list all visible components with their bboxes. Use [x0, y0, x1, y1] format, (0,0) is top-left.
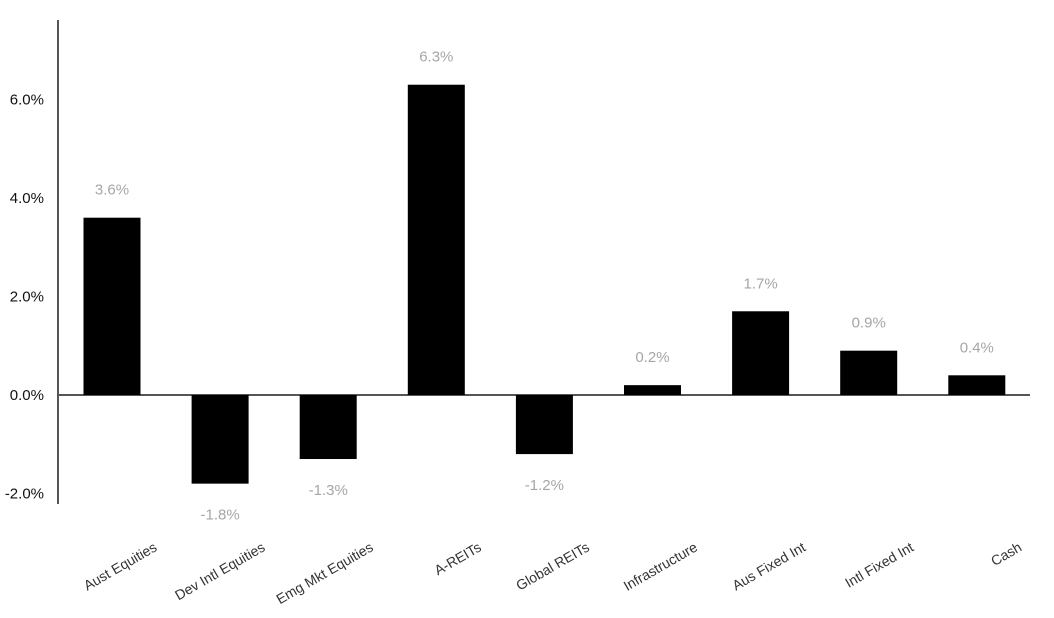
bar-dev-intl-equities	[191, 395, 249, 484]
bar-cash	[948, 375, 1006, 395]
bars	[83, 84, 1006, 484]
bar-emg-mkt-equities	[299, 395, 357, 460]
data-label: 0.2%	[635, 349, 669, 366]
category-label: Cash	[988, 539, 1024, 569]
data-label: 1.7%	[743, 275, 777, 292]
category-label: Infrastructure	[621, 539, 701, 594]
category-label: Intl Fixed Int	[842, 539, 916, 591]
y-tick-label: 0.0%	[10, 387, 44, 404]
y-tick-label: 2.0%	[10, 289, 44, 306]
data-label: 3.6%	[95, 182, 129, 199]
bar-intl-fixed-int	[840, 350, 898, 395]
data-label: 0.9%	[852, 315, 886, 332]
data-labels: 3.6% -1.8% -1.3% 6.3% -1.2% 0.2% 1.7% 0.9% 0.4%	[95, 49, 994, 524]
category-label: A-REITs	[431, 539, 483, 579]
y-tick-label: 6.0%	[10, 92, 44, 109]
category-label: Global REITs	[513, 539, 592, 594]
category-label: Aus Fixed Int	[729, 539, 808, 594]
bar-infrastructure	[624, 385, 681, 395]
data-label: -1.2%	[525, 477, 564, 494]
bar-aust-equities	[83, 217, 141, 395]
data-label: 6.3%	[419, 49, 453, 66]
bar-a-reits	[407, 84, 465, 395]
bar-global-reits	[515, 395, 573, 455]
category-label: Dev Intl Equities	[172, 539, 268, 603]
y-tick-label: 4.0%	[10, 190, 44, 207]
bar-aus-fixed-int	[732, 311, 790, 395]
y-tick-label: -2.0%	[5, 486, 44, 503]
data-label: -1.3%	[309, 482, 348, 499]
category-label: Aust Equities	[81, 539, 160, 594]
data-label: -1.8%	[201, 507, 240, 524]
category-label: Emg Mkt Equities	[273, 539, 375, 607]
data-label: 0.4%	[960, 339, 994, 356]
category-labels: Aust Equities Dev Intl Equities Emg Mkt Eq…	[81, 539, 1025, 607]
